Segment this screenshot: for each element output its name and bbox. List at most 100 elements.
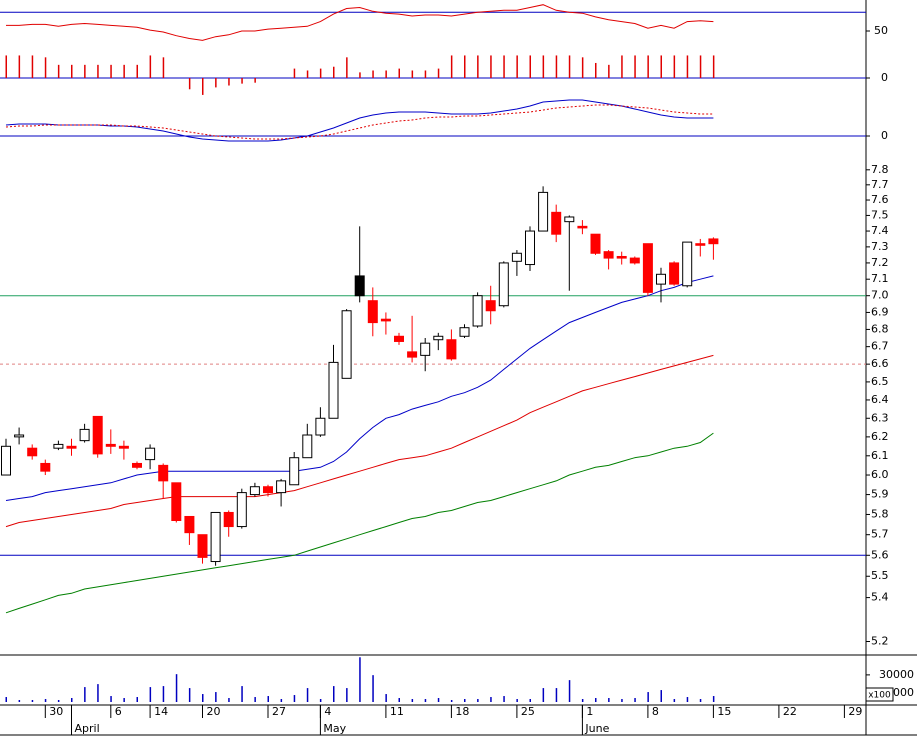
- volume-bar: [608, 698, 610, 702]
- indicator-bar: [84, 64, 86, 78]
- volume-bar: [293, 695, 296, 702]
- volume-bar: [333, 686, 335, 702]
- volume-bar: [437, 698, 440, 702]
- indicator-bar: [18, 55, 21, 78]
- volume-bar: [542, 688, 545, 702]
- volume-bar: [490, 697, 492, 702]
- indicator-bar: [542, 55, 545, 78]
- indicator-bar: [660, 55, 662, 78]
- volume-bar: [529, 699, 531, 702]
- indicator-bar: [608, 64, 610, 78]
- candle-body: [145, 447, 156, 461]
- candle-body: [289, 457, 300, 486]
- candle-body: [708, 238, 719, 245]
- series-line: [6, 4, 714, 41]
- indicator-bar: [31, 55, 34, 78]
- indicator-bar: [490, 55, 492, 78]
- y-tick-label: 5.5: [871, 569, 889, 582]
- volume-bar: [306, 688, 309, 702]
- indicator-bar: [450, 55, 453, 78]
- indicator-bar: [110, 64, 112, 78]
- series-line: [5, 354, 714, 528]
- volume-bar: [647, 692, 649, 702]
- x-tick-label: 11: [390, 705, 404, 718]
- volume-bar: [241, 686, 243, 702]
- volume-bar: [319, 699, 322, 702]
- series-line: [5, 99, 714, 142]
- x-tick-label: 29: [848, 705, 862, 718]
- volume-bar: [149, 687, 152, 702]
- candle-body: [236, 492, 247, 528]
- indicator-bar: [634, 55, 636, 78]
- y-tick-label: 7.5: [871, 208, 889, 221]
- volume-bar: [686, 697, 689, 702]
- month-label: May: [323, 722, 346, 735]
- indicator-bar: [398, 68, 400, 78]
- x-tick-label: 27: [272, 705, 286, 718]
- y-tick-label: 50: [874, 24, 888, 37]
- indicator-bar: [44, 57, 47, 78]
- candle-body: [171, 482, 182, 521]
- indicator-bar: [254, 78, 256, 83]
- x-tick-label: 15: [717, 705, 731, 718]
- candle-body: [354, 275, 365, 297]
- y-tick-label: 7.0: [871, 289, 889, 302]
- candle-body: [394, 335, 404, 342]
- volume-bar: [280, 699, 283, 702]
- x-tick-label: 30: [49, 705, 63, 718]
- y-tick-label: 7.4: [871, 224, 889, 237]
- indicator-bar: [647, 55, 649, 78]
- indicator-bar: [372, 70, 374, 78]
- volume-bar: [372, 675, 374, 702]
- indicator-bar: [97, 64, 99, 78]
- candle-body: [341, 310, 352, 379]
- indicator-bar: [306, 70, 309, 78]
- indicator-bar: [621, 55, 623, 78]
- series-line: [5, 275, 714, 501]
- volume-bar: [699, 699, 702, 702]
- candle-body: [420, 342, 431, 356]
- candle-body: [485, 300, 496, 312]
- month-label: June: [584, 722, 609, 735]
- x-tick-label: 20: [207, 705, 221, 718]
- candle-body: [105, 443, 116, 447]
- volume-bar: [568, 680, 571, 702]
- candle-body: [53, 443, 64, 449]
- candle-body: [66, 445, 77, 449]
- indicator-bar: [188, 78, 191, 90]
- y-tick-label: 7.2: [871, 256, 889, 269]
- indicator-bar: [477, 55, 479, 78]
- volume-bar: [346, 688, 348, 702]
- candle-body: [27, 447, 38, 457]
- candle-body: [616, 255, 627, 259]
- volume-bar: [581, 699, 584, 702]
- volume-bar: [503, 696, 505, 702]
- indicator-bar: [5, 55, 7, 78]
- candle-body: [498, 262, 509, 307]
- candle-body: [92, 415, 103, 455]
- x-tick-label: 25: [521, 705, 535, 718]
- indicator-bar: [516, 55, 518, 78]
- volume-bar: [516, 699, 518, 702]
- volume-bar: [450, 700, 453, 702]
- volume-bar: [477, 699, 479, 702]
- y-tick-label: 5.6: [871, 548, 889, 561]
- candle-body: [459, 327, 470, 337]
- candle-body: [197, 534, 208, 558]
- candle-body: [367, 300, 378, 324]
- y-tick-label: 7.7: [871, 178, 889, 191]
- volume-bar: [44, 699, 47, 702]
- candle-body: [682, 241, 693, 287]
- series-line: [5, 104, 714, 140]
- y-tick-label: 0: [881, 71, 888, 84]
- indicator-bar: [123, 64, 125, 78]
- y-tick-label: 6.8: [871, 322, 889, 335]
- candle-body: [433, 335, 444, 341]
- indicator-bar: [686, 55, 689, 78]
- indicator-bar: [411, 70, 414, 78]
- volume-bar: [254, 697, 256, 702]
- y-tick-label: 6.2: [871, 430, 889, 443]
- candle-body: [315, 417, 326, 436]
- series-line: [5, 432, 714, 614]
